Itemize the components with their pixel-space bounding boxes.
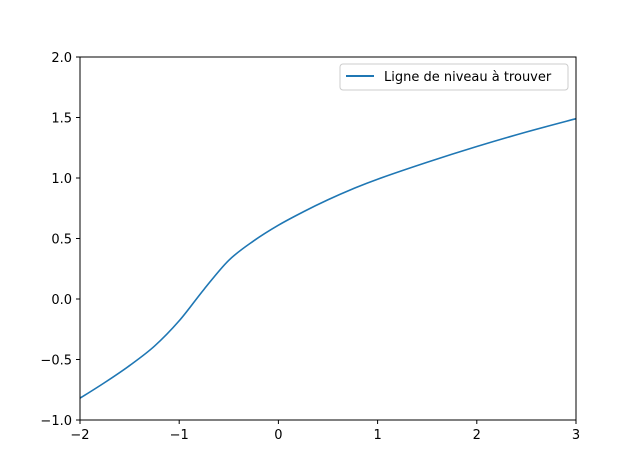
- legend-box: [339, 63, 569, 91]
- x-tick-label: −1: [170, 428, 189, 443]
- series-layer: [79, 117, 577, 399]
- y-tick-label: 0.0: [51, 293, 72, 308]
- x-tick-label: 3: [572, 428, 580, 443]
- y-tick-label: 1.0: [51, 172, 72, 187]
- x-tick-label: 1: [373, 428, 381, 443]
- x-tick-label: −2: [70, 428, 89, 443]
- legend: Ligne de niveau à trouver: [339, 63, 569, 91]
- x-tick-label: 0: [274, 428, 282, 443]
- y-tick-label: 2.0: [51, 51, 72, 66]
- y-axis-ticks: −1.0 −0.5 0.0 0.5 1.0 1.5 2.0: [40, 51, 80, 429]
- y-tick-label: −0.5: [40, 354, 72, 369]
- series-line: [79, 117, 577, 399]
- plot-area: [80, 57, 576, 420]
- y-tick-label: 1.5: [51, 112, 72, 127]
- x-tick-label: 2: [473, 428, 481, 443]
- y-tick-label: 0.5: [51, 233, 72, 248]
- x-axis-ticks: −2 −1 0 1 2 3: [70, 420, 580, 443]
- legend-label: Ligne de niveau à trouver: [384, 70, 552, 85]
- y-tick-label: −1.0: [40, 414, 72, 429]
